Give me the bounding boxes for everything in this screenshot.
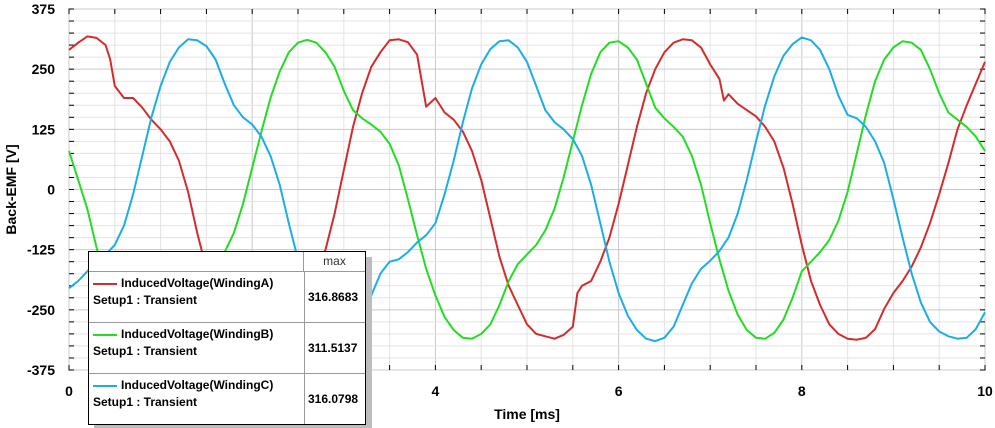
y-tick-label: 125 — [32, 121, 56, 137]
legend-setup-name: Setup1 : Transient — [93, 293, 198, 307]
x-tick-label: 8 — [798, 383, 806, 399]
legend-setup-name: Setup1 : Transient — [93, 344, 198, 358]
legend-entry-label-cell: InducedVoltage(WindingC) Setup1 : Transi… — [89, 374, 303, 424]
legend-series-name: InducedVoltage(WindingC) — [121, 378, 274, 392]
y-tick-label: 375 — [32, 1, 56, 17]
y-tick-label: -125 — [27, 242, 55, 258]
legend-swatch-winding-c — [93, 385, 117, 387]
legend-entry-winding-b[interactable]: InducedVoltage(WindingB) Setup1 : Transi… — [89, 323, 365, 374]
legend-entry-label-cell: InducedVoltage(WindingA) Setup1 : Transi… — [89, 272, 303, 322]
y-tick-label: 250 — [32, 61, 56, 77]
legend-box[interactable]: max InducedVoltage(WindingA) Setup1 : Tr… — [88, 251, 366, 425]
x-tick-label: 6 — [615, 383, 623, 399]
legend-swatch-winding-b — [93, 334, 117, 336]
x-tick-label: 4 — [432, 383, 440, 399]
legend-series-name: InducedVoltage(WindingA) — [121, 276, 274, 290]
legend-entry-winding-a[interactable]: InducedVoltage(WindingA) Setup1 : Transi… — [89, 272, 365, 323]
legend-swatch-winding-a — [93, 283, 117, 285]
legend-entry-winding-c[interactable]: InducedVoltage(WindingC) Setup1 : Transi… — [89, 374, 365, 424]
legend-series-name: InducedVoltage(WindingB) — [121, 327, 274, 341]
y-tick-label: -375 — [27, 362, 55, 378]
legend-header-blank — [89, 252, 303, 272]
legend-max-value: 316.0798 — [304, 374, 365, 424]
y-axis-title: Back-EMF [V] — [3, 144, 19, 234]
legend-column-header: max — [303, 252, 365, 272]
series-line-winding-c — [68, 36, 986, 343]
x-axis-title: Time [ms] — [494, 406, 560, 422]
legend-entry-label-cell: InducedVoltage(WindingB) Setup1 : Transi… — [89, 323, 303, 373]
legend-setup-name: Setup1 : Transient — [93, 395, 198, 409]
x-tick-label: 0 — [65, 383, 73, 399]
legend-max-value: 316.8683 — [304, 272, 365, 322]
y-tick-label: 0 — [47, 182, 55, 198]
legend-max-value: 311.5137 — [304, 323, 365, 373]
minor-ticks — [68, 8, 986, 371]
y-tick-label: -250 — [27, 302, 55, 318]
x-tick-label: 10 — [977, 383, 993, 399]
y-tick-labels: 375 250 125 0 -125 -250 -375 — [27, 1, 55, 378]
